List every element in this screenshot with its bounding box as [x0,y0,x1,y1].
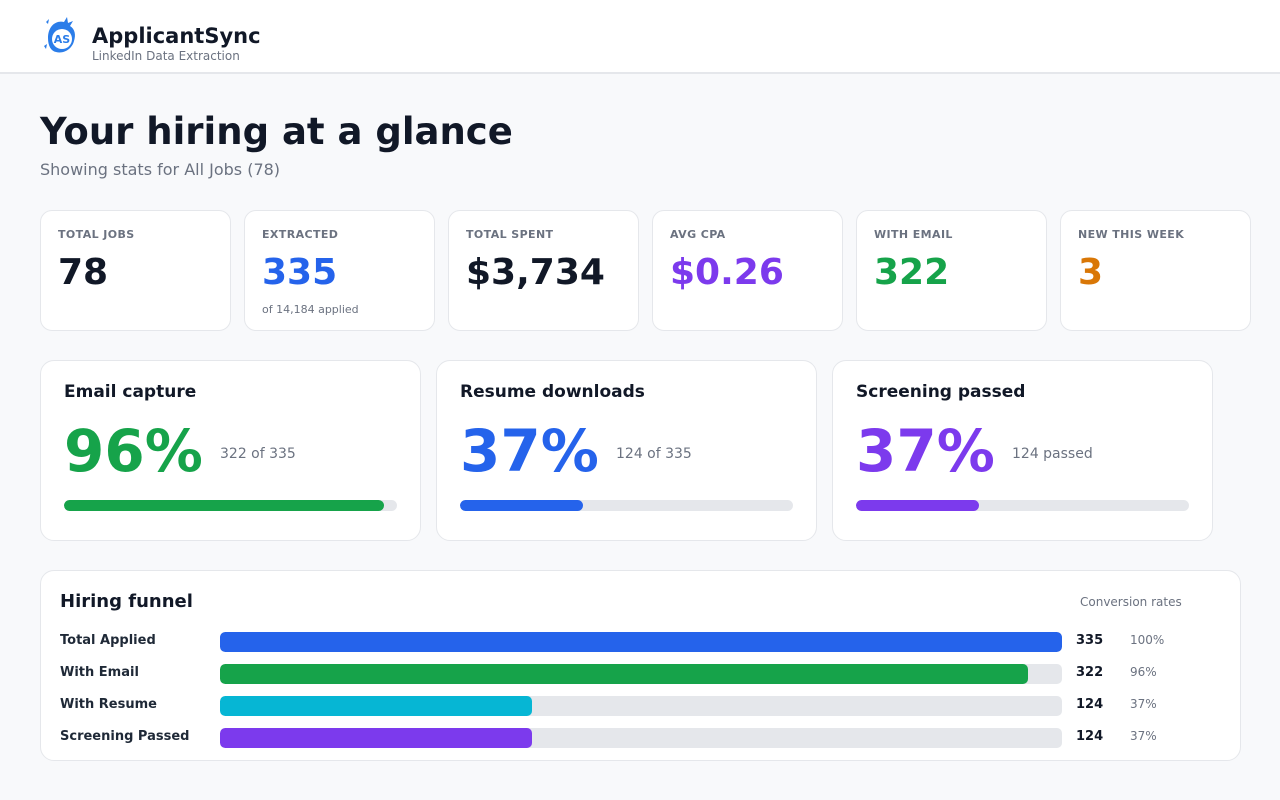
funnel-bar [220,728,1062,748]
progress-fill [460,500,584,511]
stat-value: 3 [1078,252,1104,293]
stat-card-avg-cpa: AVG CPA $0.26 [652,210,843,331]
metric-detail: 124 of 335 [616,446,692,462]
metric-title: Screening passed [856,382,1026,402]
funnel-caption: Conversion rates [1080,595,1182,609]
funnel-bar-fill [220,728,532,748]
metric-detail: 322 of 335 [220,446,296,462]
funnel-row-with-email: With Email 322 96% [41,664,1242,684]
funnel-count: 124 [1076,697,1104,712]
stat-card-extracted: EXTRACTED 335 of 14,184 applied [244,210,435,331]
funnel-row-with-resume: With Resume 124 37% [41,696,1242,716]
progress-fill [856,500,980,511]
progress-bar [64,500,397,511]
funnel-rate: 96% [1130,665,1157,679]
stat-label: TOTAL SPENT [466,228,554,241]
funnel-rate: 100% [1130,633,1165,647]
metric-percent: 96% [64,417,203,485]
stat-card-new-this-week: NEW THIS WEEK 3 [1060,210,1251,331]
stat-value: $0.26 [670,252,784,293]
funnel-bar [220,632,1062,652]
funnel-count: 335 [1076,633,1104,648]
funnel-label: Total Applied [60,633,156,648]
funnel-row-total-applied: Total Applied 335 100% [41,632,1242,652]
funnel-title: Hiring funnel [60,591,193,612]
svg-text:AS: AS [54,33,71,46]
stat-value: 78 [58,252,109,293]
stat-card-total-jobs: TOTAL JOBS 78 [40,210,231,331]
hiring-funnel-card: Hiring funnel Conversion rates Total App… [40,570,1241,761]
funnel-label: Screening Passed [60,729,190,744]
app-name: ApplicantSync [92,24,261,48]
funnel-label: With Resume [60,697,157,712]
funnel-label: With Email [60,665,139,680]
funnel-count: 322 [1076,665,1104,680]
metric-card-screening-passed: Screening passed 37% 124 passed [832,360,1213,541]
progress-bar [460,500,793,511]
metric-percent: 37% [460,417,599,485]
stat-label: AVG CPA [670,228,726,241]
metric-title: Email capture [64,382,197,402]
metric-percent: 37% [856,417,995,485]
metric-detail: 124 passed [1012,446,1093,462]
stat-note: of 14,184 applied [262,303,359,316]
app-tagline: LinkedIn Data Extraction [92,49,240,63]
stat-card-with-email: WITH EMAIL 322 [856,210,1047,331]
metric-card-email-capture: Email capture 96% 322 of 335 [40,360,421,541]
stat-value: 335 [262,252,338,293]
stat-value: $3,734 [466,252,605,293]
funnel-bar [220,696,1062,716]
metric-title: Resume downloads [460,382,645,402]
funnel-bar-fill [220,664,1029,684]
metric-card-resume-downloads: Resume downloads 37% 124 of 335 [436,360,817,541]
funnel-bar-fill [220,632,1062,652]
stat-label: WITH EMAIL [874,228,953,241]
funnel-rate: 37% [1130,729,1157,743]
funnel-bar-fill [220,696,532,716]
progress-bar [856,500,1189,511]
stat-label: NEW THIS WEEK [1078,228,1185,241]
stat-label: TOTAL JOBS [58,228,135,241]
funnel-bar [220,664,1062,684]
stat-label: EXTRACTED [262,228,339,241]
funnel-row-screening-passed: Screening Passed 124 37% [41,728,1242,748]
stat-card-total-spent: TOTAL SPENT $3,734 [448,210,639,331]
page-title: Your hiring at a glance [40,110,513,153]
funnel-rate: 37% [1130,697,1157,711]
page-subtitle: Showing stats for All Jobs (78) [40,160,281,179]
top-bar: AS ApplicantSync LinkedIn Data Extractio… [0,0,1280,74]
funnel-count: 124 [1076,729,1104,744]
progress-fill [64,500,384,511]
dragon-logo-icon: AS [44,17,75,53]
stat-value: 322 [874,252,950,293]
